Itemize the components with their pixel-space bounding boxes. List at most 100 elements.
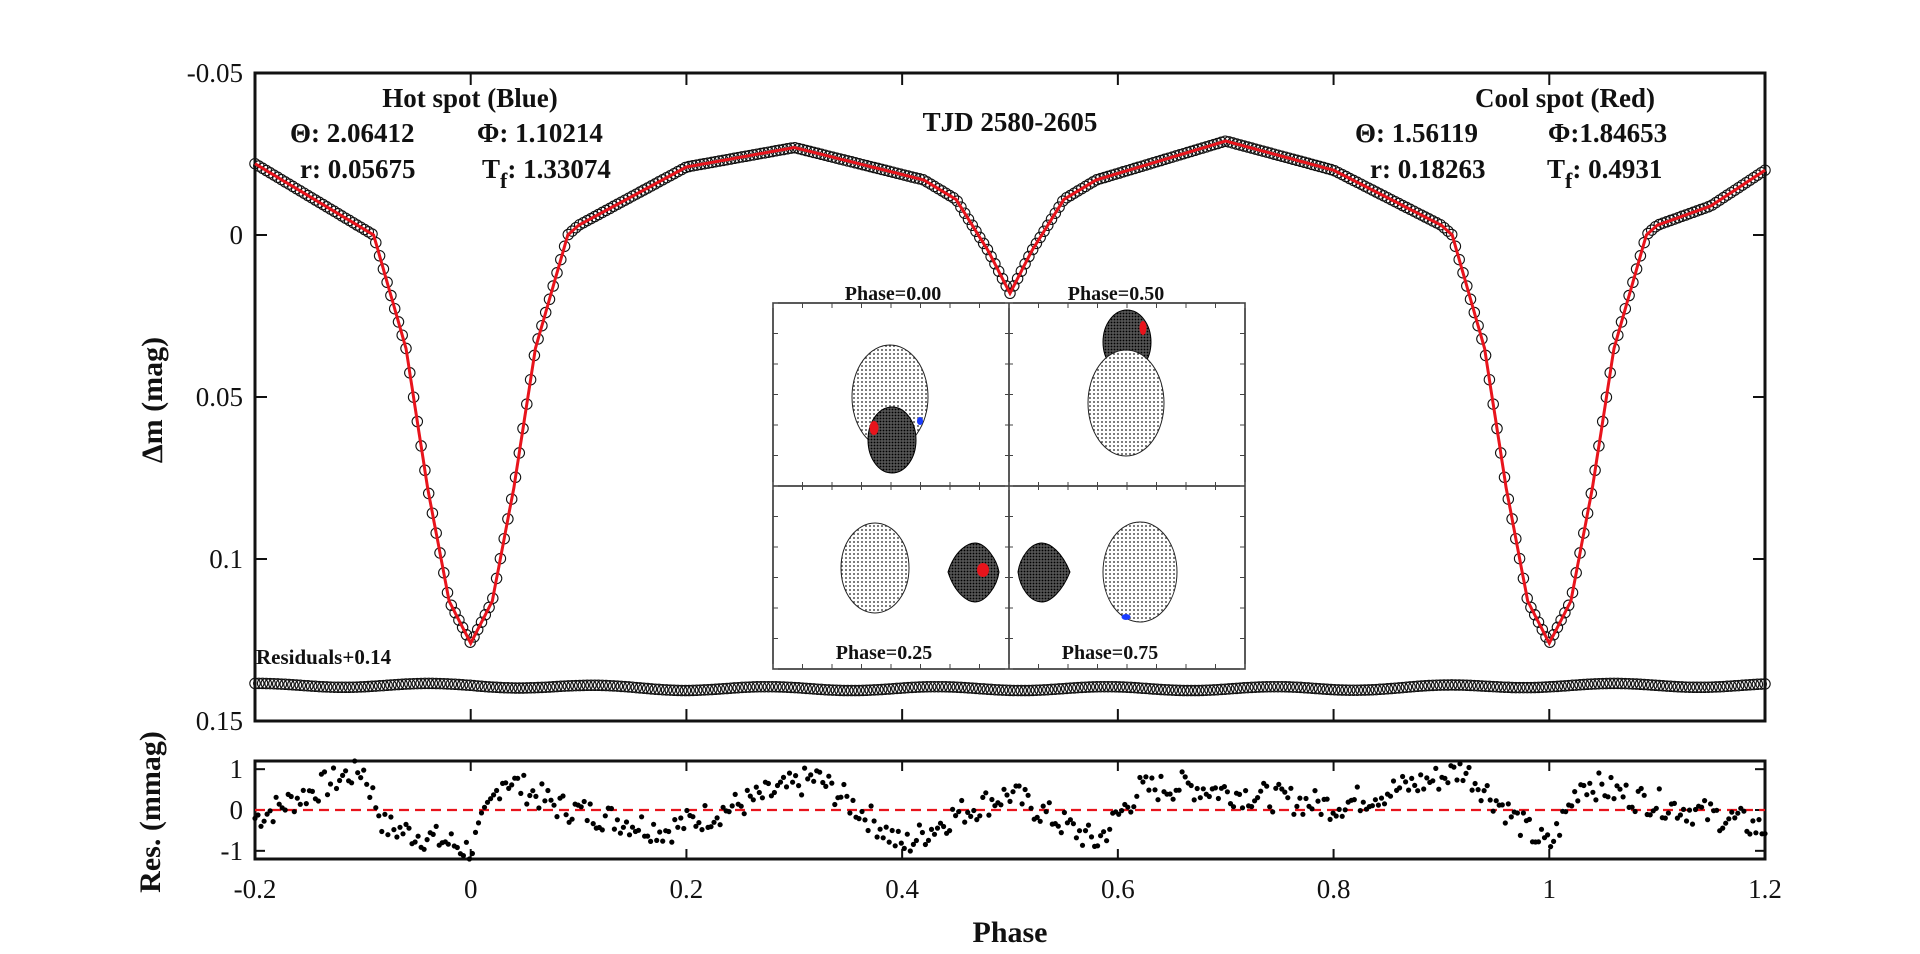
- offset-residual-point: [532, 681, 544, 694]
- observed-point: [566, 225, 578, 237]
- offset-residual-point: [1102, 680, 1114, 693]
- hot-spot-r: r: 0.05675: [300, 154, 415, 184]
- residual-dot: [1587, 780, 1593, 786]
- residual-dot: [1001, 786, 1007, 792]
- residual-dot: [1339, 813, 1345, 819]
- hot-spot-annotation: Hot spot (Blue) Θ: 2.06412 Φ: 1.10214 r:…: [290, 83, 611, 193]
- residual-dot: [355, 770, 361, 776]
- offset-residual-point: [1593, 677, 1605, 690]
- residual-dot: [1593, 797, 1599, 803]
- residual-dot: [1747, 831, 1753, 837]
- x-tick-label: 0.2: [670, 874, 704, 904]
- residual-dot: [1599, 781, 1605, 787]
- residual-dot: [1040, 803, 1046, 809]
- residual-dot: [488, 796, 494, 802]
- residual-dot: [1085, 822, 1092, 828]
- offset-residual-point: [400, 678, 412, 690]
- observed-point: [456, 621, 469, 634]
- offset-residual-point: [1068, 682, 1080, 694]
- residual-dot: [599, 827, 605, 833]
- residual-dot: [780, 774, 787, 781]
- residual-dot: [1409, 775, 1415, 782]
- offset-residual-point: [1540, 681, 1552, 693]
- offset-residual-point: [1578, 678, 1590, 691]
- offset-residual-point: [611, 680, 624, 692]
- residual-dot: [1705, 817, 1711, 823]
- offset-residual-point: [1034, 684, 1046, 696]
- observed-point: [1011, 272, 1024, 285]
- residual-dot: [895, 828, 901, 835]
- residual-dot: [1575, 798, 1581, 804]
- residual-dot: [805, 776, 811, 782]
- offset-residual-point: [1608, 677, 1620, 690]
- residual-dot: [639, 814, 645, 820]
- residual-dot: [889, 827, 895, 834]
- offset-residual-point: [1457, 679, 1469, 691]
- offset-residual-point: [1585, 678, 1598, 690]
- residual-dot: [1436, 786, 1442, 792]
- offset-residual-point: [604, 679, 616, 692]
- hot-spot-phi: Φ: 1.10214: [477, 118, 603, 148]
- offset-residual-point: [1438, 679, 1450, 691]
- offset-residual-point: [751, 681, 763, 693]
- residual-dot: [551, 802, 557, 808]
- inset-label-phase-025: Phase=0.25: [836, 642, 932, 664]
- offset-residual-point: [906, 681, 918, 694]
- offset-residual-point: [1106, 680, 1118, 693]
- offset-residual-point: [302, 680, 314, 692]
- residual-dot: [850, 797, 856, 804]
- residual-dot: [977, 813, 983, 819]
- offset-residual-point: [1721, 680, 1733, 693]
- residual-dot: [282, 807, 288, 813]
- offset-residual-point: [490, 681, 503, 694]
- residual-dot: [868, 803, 874, 809]
- offset-residual-point: [1464, 679, 1477, 692]
- residual-dot: [276, 801, 282, 807]
- offset-residual-point: [539, 681, 552, 693]
- offset-residual-point: [698, 684, 710, 696]
- offset-residual-point: [283, 678, 295, 691]
- offset-residual-point: [358, 681, 371, 693]
- offset-residual-point: [336, 681, 348, 694]
- offset-residual-point: [1630, 678, 1643, 690]
- residual-dot: [826, 773, 832, 779]
- residual-dot: [1194, 785, 1200, 792]
- residual-dot: [337, 777, 343, 784]
- cool-spot-tf-label: T: [1547, 154, 1565, 184]
- residual-dot: [491, 792, 497, 798]
- offset-residual-point: [1596, 677, 1609, 690]
- residual-dot: [690, 814, 696, 820]
- residual-dot: [1224, 789, 1230, 795]
- offset-residual-point: [1634, 678, 1647, 691]
- residual-dot: [717, 822, 723, 828]
- x-tick-label: 0: [464, 874, 478, 904]
- residual-dot: [469, 850, 475, 857]
- observed-point: [1019, 258, 1031, 270]
- offset-residual-point: [732, 681, 744, 694]
- residual-dot: [412, 839, 418, 845]
- offset-residual-point: [796, 682, 809, 694]
- residual-dot: [699, 827, 705, 833]
- residual-dot: [681, 825, 687, 832]
- residual-dot: [1472, 780, 1478, 787]
- offset-residual-point: [924, 680, 937, 693]
- residual-dot: [1699, 804, 1705, 810]
- offset-residual-point: [1668, 680, 1681, 693]
- x-axis-label: Phase: [973, 916, 1048, 949]
- residual-dot: [1258, 788, 1264, 794]
- offset-residual-point: [955, 681, 967, 694]
- residual-dot: [1430, 778, 1436, 784]
- residual-dot: [738, 803, 744, 809]
- residual-dot: [1520, 810, 1526, 816]
- offset-residual-point: [1060, 682, 1073, 695]
- observed-point: [1053, 201, 1065, 213]
- offset-residual-point: [1008, 684, 1020, 697]
- offset-residual-point: [1087, 681, 1099, 693]
- residual-dot: [956, 809, 962, 815]
- residual-dot: [1611, 796, 1617, 802]
- residual-dot: [560, 793, 566, 799]
- residual-dot: [796, 783, 802, 789]
- secondary-star: [1017, 542, 1071, 603]
- residual-dot: [838, 794, 844, 800]
- observed-point: [1004, 287, 1016, 300]
